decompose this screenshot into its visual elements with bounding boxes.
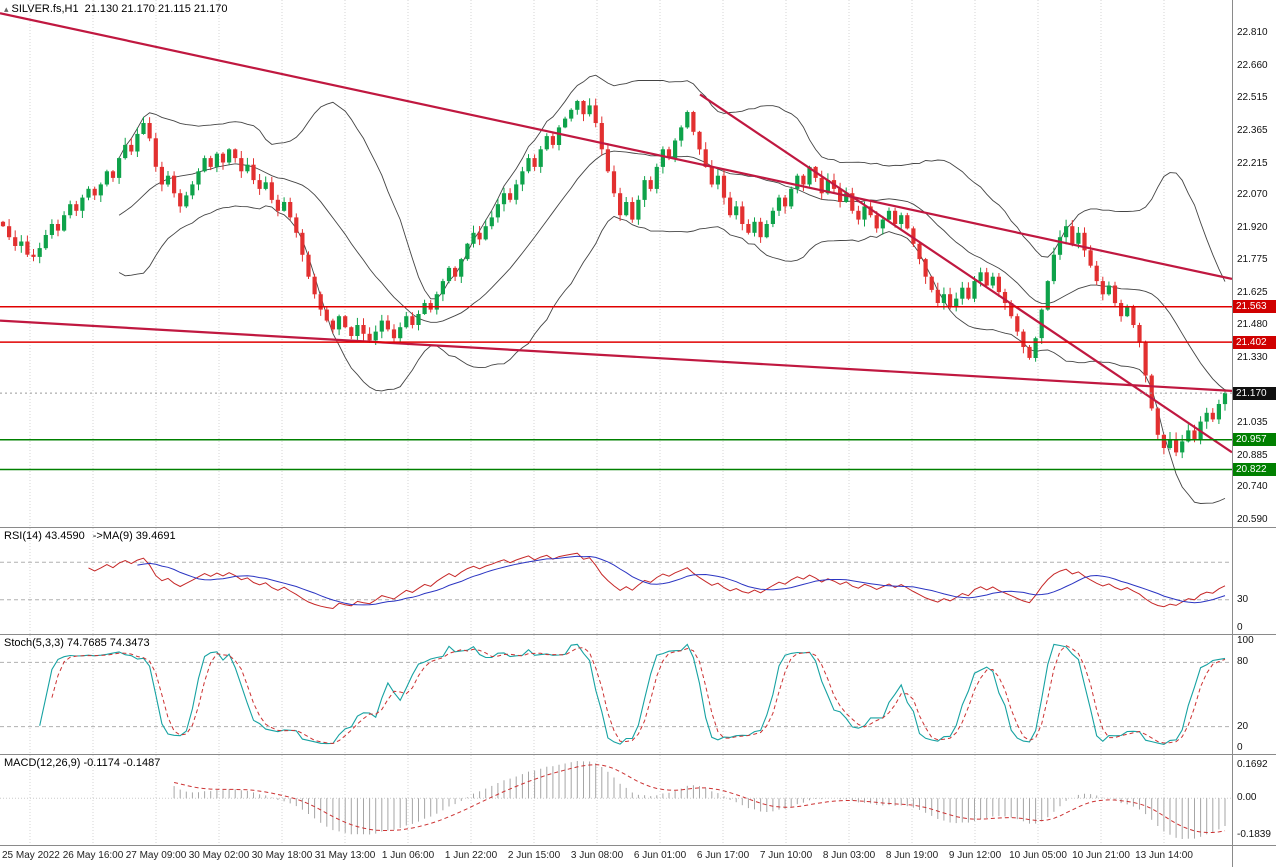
price-marker: 20.957	[1233, 433, 1276, 446]
ohlc-values: 21.130 21.170 21.115 21.170	[84, 3, 228, 15]
price-tick-label: 20.885	[1237, 450, 1268, 461]
macd-histogram	[173, 761, 1226, 839]
symbol-triangle-icon: ▴	[4, 4, 9, 14]
panel-separator	[0, 754, 1276, 755]
time-tick-label: 3 Jun 08:00	[570, 850, 624, 861]
stochastic-panel[interactable]: Stoch(5,3,3) 74.7685 74.3473	[0, 635, 1232, 754]
stoch-axis-label: 0	[1237, 742, 1243, 753]
price-tick-label: 22.070	[1237, 189, 1268, 200]
horizontal-levels	[0, 306, 1232, 471]
time-tick-label: 9 Jun 12:00	[948, 850, 1002, 861]
time-tick-label: 8 Jun 03:00	[822, 850, 876, 861]
time-tick-label: 2 Jun 15:00	[507, 850, 561, 861]
time-tick-label: 6 Jun 17:00	[696, 850, 750, 861]
price-tick-label: 21.480	[1237, 319, 1268, 330]
rsi-canvas[interactable]	[0, 528, 1232, 634]
price-marker: 21.563	[1233, 300, 1276, 313]
macd-axis-label: -0.1839	[1237, 829, 1271, 840]
price-scale[interactable]: 22.810 22.660 22.515 22.365 22.215 22.070 21.9…	[1233, 0, 1276, 867]
time-tick-label: 13 Jun 14:00	[1135, 850, 1193, 861]
stoch-k-line	[39, 643, 1226, 745]
symbol-ohlc-readout: ▴ SILVER.fs,H1 21.130 21.170 21.115 21.170	[4, 3, 228, 15]
price-marker: 21.402	[1233, 336, 1276, 349]
stoch-axis-label: 80	[1237, 656, 1249, 667]
stoch-d-line	[51, 644, 1226, 745]
time-tick-label: 10 Jun 05:00	[1009, 850, 1067, 861]
symbol-label: SILVER.fs,H1	[11, 3, 79, 15]
candles-group	[0, 98, 1228, 459]
stoch-title: Stoch(5,3,3) 74.7685 74.3473	[4, 637, 150, 649]
rsi-readout: RSI(14) 43.4590	[4, 530, 85, 542]
panel-separator	[0, 634, 1276, 635]
price-tick-label: 22.810	[1237, 27, 1268, 38]
rsi-ma-line	[137, 555, 1226, 606]
stoch-readout: Stoch(5,3,3) 74.7685 74.3473	[4, 637, 150, 649]
panel-separator	[0, 845, 1276, 846]
panel-separator	[0, 527, 1276, 528]
rsi-level-lines	[0, 561, 1232, 601]
trendlines	[0, 12, 1232, 454]
price-tick-label: 21.920	[1237, 222, 1268, 233]
rsi-axis-label: 30	[1237, 594, 1249, 605]
macd-axis-label: 0.00	[1237, 792, 1257, 803]
macd-title: MACD(12,26,9) -0.1174 -0.1487	[4, 757, 160, 769]
time-tick-label: 30 May 18:00	[251, 850, 313, 861]
main-chart-panel[interactable]: ▴ SILVER.fs,H1 21.130 21.170 21.115 21.170	[0, 0, 1232, 527]
price-tick-label: 20.590	[1237, 514, 1268, 525]
vertical-gridlines	[29, 0, 1165, 527]
price-tick-label: 21.775	[1237, 254, 1268, 265]
vertical-gridlines	[29, 635, 1165, 754]
main-chart-canvas[interactable]	[0, 0, 1232, 527]
price-marker: 20.822	[1233, 463, 1276, 476]
vertical-gridlines	[29, 528, 1165, 634]
vertical-gridlines	[29, 755, 1165, 845]
stoch-axis-label: 100	[1237, 635, 1254, 646]
time-tick-label: 30 May 02:00	[188, 850, 250, 861]
time-axis[interactable]: 25 May 2022 26 May 16:00 27 May 09:00 30 Ma…	[0, 846, 1232, 867]
time-tick-label: 27 May 09:00	[125, 850, 187, 861]
price-marker: 21.170	[1233, 387, 1276, 400]
time-tick-label: 1 Jun 06:00	[381, 850, 435, 861]
scale-separator	[1232, 0, 1233, 867]
time-tick-label: 1 Jun 22:00	[444, 850, 498, 861]
price-tick-label: 21.330	[1237, 352, 1268, 363]
rsi-ma-readout: ->MA(9) 39.4691	[92, 530, 176, 542]
stoch-axis-label: 20	[1237, 721, 1249, 732]
price-tick-label: 20.740	[1237, 481, 1268, 492]
price-tick-label: 22.515	[1237, 92, 1268, 103]
time-tick-label: 6 Jun 01:00	[633, 850, 687, 861]
price-tick-label: 21.035	[1237, 417, 1268, 428]
price-tick-label: 22.215	[1237, 158, 1268, 169]
rsi-title: RSI(14) 43.4590 ->MA(9) 39.4691	[4, 530, 176, 542]
rsi-panel[interactable]: RSI(14) 43.4590 ->MA(9) 39.4691	[0, 528, 1232, 634]
price-tick-label: 21.625	[1237, 287, 1268, 298]
time-tick-label: 7 Jun 10:00	[759, 850, 813, 861]
macd-axis-label: 0.1692	[1237, 759, 1268, 770]
macd-panel[interactable]: MACD(12,26,9) -0.1174 -0.1487	[0, 755, 1232, 845]
rsi-line	[88, 552, 1226, 610]
time-tick-label: 8 Jun 19:00	[885, 850, 939, 861]
rsi-axis-label: 0	[1237, 622, 1243, 633]
time-tick-label: 31 May 13:00	[314, 850, 376, 861]
stoch-level-lines	[0, 661, 1232, 728]
time-tick-label: 10 Jun 21:00	[1072, 850, 1130, 861]
macd-signal-line	[173, 764, 1226, 833]
stochastic-canvas[interactable]	[0, 635, 1232, 754]
time-tick-label: 25 May 2022	[2, 850, 60, 861]
macd-canvas[interactable]	[0, 755, 1232, 845]
macd-readout: MACD(12,26,9) -0.1174 -0.1487	[4, 757, 161, 769]
price-tick-label: 22.365	[1237, 125, 1268, 136]
price-tick-label: 22.660	[1237, 60, 1268, 71]
time-tick-label: 26 May 16:00	[62, 850, 124, 861]
